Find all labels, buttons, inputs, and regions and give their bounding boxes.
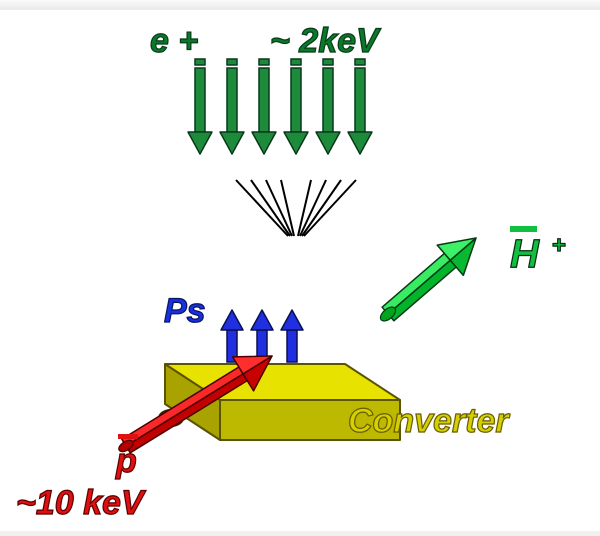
- hbar-symbol: H: [510, 232, 539, 276]
- pbar-label: p: [116, 442, 137, 481]
- hbar-superscript: +: [552, 232, 566, 259]
- pbar-symbol: p: [116, 442, 137, 480]
- positron-label-e: e +: [150, 22, 198, 61]
- converter-label: Converter: [348, 402, 509, 441]
- diagram-stage: e + ~ 2keV Ps Converter p ~10 keV H +: [0, 10, 600, 531]
- hbar-label: H +: [510, 232, 566, 277]
- positron-label-energy: ~ 2keV: [270, 22, 379, 61]
- ps-label: Ps: [164, 292, 206, 331]
- pbar-energy: ~10 keV: [16, 484, 144, 523]
